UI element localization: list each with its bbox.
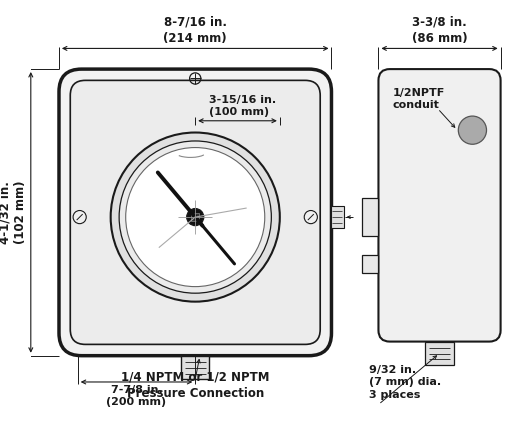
Bar xyxy=(181,356,209,379)
Bar xyxy=(191,213,199,221)
Text: 3-15/16 in.
(100 mm): 3-15/16 in. (100 mm) xyxy=(209,95,276,117)
Circle shape xyxy=(458,116,486,144)
FancyBboxPatch shape xyxy=(70,80,320,344)
Text: 8-7/16 in.
(214 mm): 8-7/16 in. (214 mm) xyxy=(163,16,227,45)
Text: 7-7/8 in.
(200 mm): 7-7/8 in. (200 mm) xyxy=(106,385,166,407)
Text: 1/2NPTF
conduit: 1/2NPTF conduit xyxy=(392,88,444,110)
Bar xyxy=(361,198,378,236)
FancyBboxPatch shape xyxy=(378,69,500,341)
Circle shape xyxy=(186,209,203,226)
Circle shape xyxy=(119,141,271,293)
FancyBboxPatch shape xyxy=(59,69,331,356)
Circle shape xyxy=(304,210,317,224)
Text: 4-1/32 in.
(102 mm): 4-1/32 in. (102 mm) xyxy=(0,181,27,244)
Bar xyxy=(425,341,453,365)
Bar xyxy=(361,255,378,274)
Circle shape xyxy=(73,210,86,224)
Text: 3-3/8 in.
(86 mm): 3-3/8 in. (86 mm) xyxy=(411,16,466,45)
Bar xyxy=(330,206,343,228)
Circle shape xyxy=(110,133,279,301)
Text: 9/32 in.
(7 mm) dia.
3 places: 9/32 in. (7 mm) dia. 3 places xyxy=(369,365,440,400)
Text: 1/4 NPTM or 1/2 NPTM
Pressure Connection: 1/4 NPTM or 1/2 NPTM Pressure Connection xyxy=(121,371,269,400)
Circle shape xyxy=(125,147,264,287)
